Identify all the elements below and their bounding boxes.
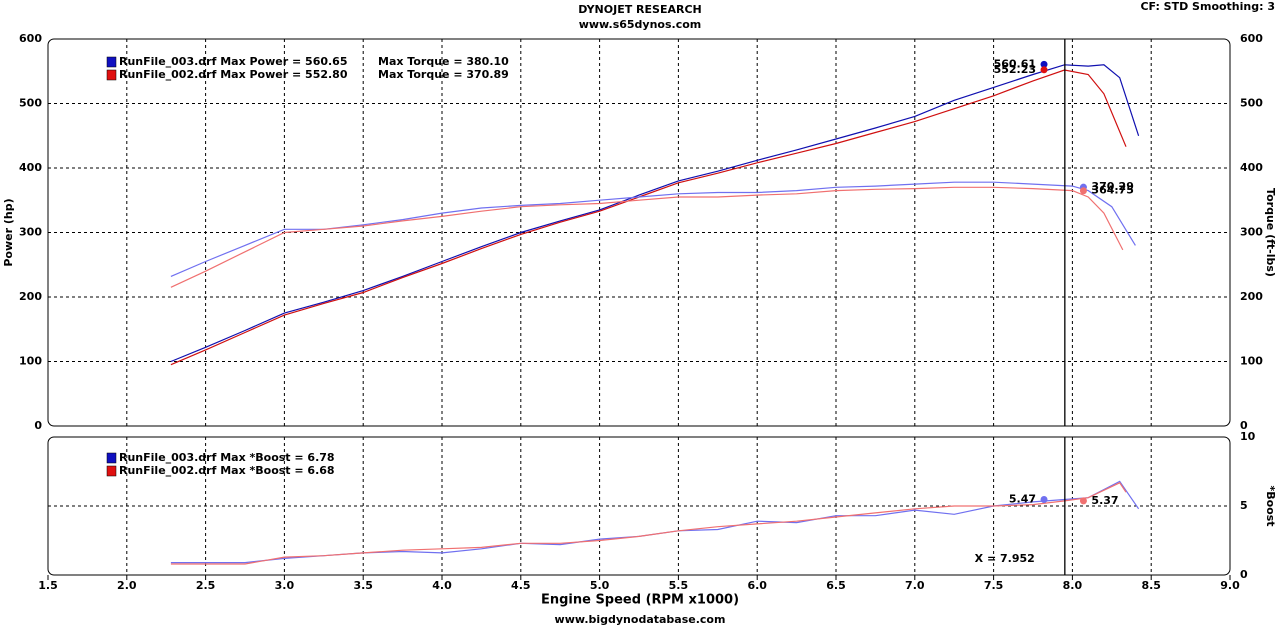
cursor-marker: [1040, 66, 1048, 74]
cursor-marker: [1040, 60, 1048, 68]
cursor-label: X = 7.952: [975, 552, 1035, 565]
legend-swatch: [106, 56, 117, 68]
x-tick-label: 2.5: [196, 579, 216, 592]
y-tick-label: 200: [19, 290, 42, 303]
series-line: [170, 69, 1127, 366]
cursor-marker: [1079, 497, 1087, 505]
y2-tick-label: 400: [1240, 161, 1263, 174]
series-line: [170, 186, 1124, 288]
footer: www.bigdynodatabase.com: [555, 613, 726, 626]
marker-label: 370.29: [1091, 180, 1133, 193]
y-tick-label: 0: [34, 419, 42, 432]
legend-label: RunFile_002.drf Max Power = 552.80: [119, 68, 348, 81]
settings: CF: STD Smoothing: 3: [1140, 0, 1275, 13]
legend-label: RunFile_003.drf Max *Boost = 6.78: [119, 451, 335, 464]
marker-label: 364.75: [1091, 184, 1133, 197]
x-tick-label: 9.0: [1220, 579, 1240, 592]
x-tick-label: 8.0: [1063, 579, 1083, 592]
series-line: [170, 482, 1127, 565]
x-tick-label: 5.0: [590, 579, 610, 592]
y2-tick-label: 0: [1240, 568, 1248, 581]
series-line: [170, 64, 1140, 363]
y2-tick-label: 5: [1240, 499, 1248, 512]
marker-label: 552.23: [994, 63, 1036, 76]
x-tick-label: 3.5: [353, 579, 373, 592]
legend-swatch: [106, 69, 117, 81]
x-tick-label: 6.5: [826, 579, 846, 592]
legend-label: RunFile_003.drf Max Power = 560.65: [119, 55, 348, 68]
y2-tick-label: 100: [1240, 355, 1263, 368]
y2-tick-label: 500: [1240, 97, 1263, 110]
x-tick-label: 1.5: [38, 579, 58, 592]
y2-tick-label: 10: [1240, 430, 1256, 443]
cursor-marker: [1040, 496, 1048, 504]
y-tick-label: 300: [19, 226, 42, 239]
legend-swatch: [106, 465, 117, 477]
y-tick-label: 500: [19, 97, 42, 110]
legend-label: Max Torque = 370.89: [378, 68, 509, 81]
x-tick-label: 4.5: [511, 579, 531, 592]
y2-tick-label: 300: [1240, 226, 1263, 239]
y2-tick-label: 600: [1240, 32, 1263, 45]
x-axis-label: Engine Speed (RPM x1000): [541, 593, 739, 608]
series-line: [170, 181, 1136, 277]
x-tick-label: 7.0: [905, 579, 925, 592]
legend-swatch: [106, 452, 117, 464]
y-tick-label: 600: [19, 32, 42, 45]
marker-label: 5.47: [1009, 493, 1036, 506]
y2-tick-label: 200: [1240, 290, 1263, 303]
cursor-marker: [1079, 187, 1087, 195]
y2-axis-label: Torque (ft-lbs): [1264, 188, 1277, 277]
y-axis-label: Power (hp): [2, 198, 15, 266]
x-tick-label: 7.5: [984, 579, 1004, 592]
y2-axis-label: *Boost: [1264, 485, 1277, 526]
subtitle: www.s65dynos.com: [579, 18, 702, 31]
y-tick-label: 400: [19, 161, 42, 174]
x-tick-label: 3.0: [275, 579, 295, 592]
marker-label: 560.61: [994, 57, 1036, 70]
legend-label: Max Torque = 380.10: [378, 55, 509, 68]
y-tick-label: 100: [19, 355, 42, 368]
x-tick-label: 5.5: [669, 579, 689, 592]
x-tick-label: 2.0: [117, 579, 137, 592]
x-tick-label: 8.5: [1141, 579, 1161, 592]
y2-tick-label: 0: [1240, 419, 1248, 432]
x-tick-label: 4.0: [432, 579, 452, 592]
marker-label: 5.37: [1091, 494, 1118, 507]
x-tick-label: 6.0: [747, 579, 767, 592]
title: DYNOJET RESEARCH: [578, 3, 701, 16]
legend-label: RunFile_002.drf Max *Boost = 6.68: [119, 464, 335, 477]
